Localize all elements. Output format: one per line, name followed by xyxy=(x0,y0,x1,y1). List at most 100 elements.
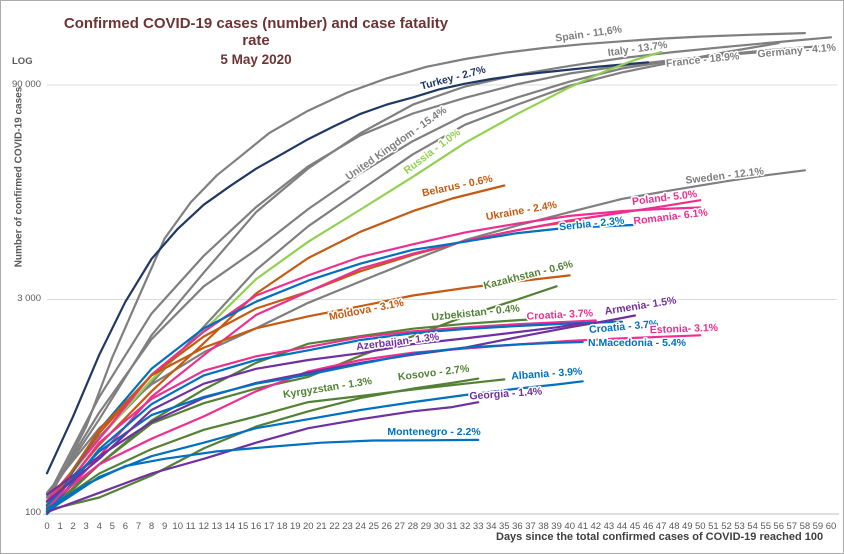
series-line-ukraine xyxy=(45,218,584,508)
chart-date: 5 May 2020 xyxy=(220,52,292,67)
x-tick-label-56: 56 xyxy=(773,521,784,532)
x-tick-label-47: 47 xyxy=(656,521,667,532)
y-tick-100: 100 xyxy=(25,507,41,518)
x-tick-label-26: 26 xyxy=(381,521,392,532)
x-tick-label-39: 39 xyxy=(551,521,562,532)
x-tick-label-32: 32 xyxy=(460,521,471,532)
series-line-azerbaijan xyxy=(45,322,584,503)
x-tick-label-6: 6 xyxy=(123,521,128,532)
series-line-georgia xyxy=(45,401,480,514)
series-label-estonia: Estonia- 3.1% xyxy=(650,322,719,336)
x-tick-label-7: 7 xyxy=(136,521,141,532)
x-tick-label-12: 12 xyxy=(199,521,210,532)
x-tick-label-11: 11 xyxy=(186,521,196,532)
x-tick-label-51: 51 xyxy=(708,521,719,532)
x-tick-label-30: 30 xyxy=(434,521,445,532)
x-tick-label-40: 40 xyxy=(564,521,575,532)
series-line-n-macedonia xyxy=(45,340,584,507)
x-tick-label-36: 36 xyxy=(512,521,523,532)
series-line-italy xyxy=(45,36,833,499)
series-line-romania xyxy=(45,206,702,502)
series-line-poland xyxy=(45,199,702,513)
series-line-albania xyxy=(45,380,584,513)
x-tick-label-27: 27 xyxy=(395,521,406,532)
chart-title-block: Confirmed COVID-19 cases (number) and ca… xyxy=(56,15,456,67)
x-tick-label-4: 4 xyxy=(97,521,102,532)
series-label-n-macedonia: N.Macedonia - 5.4% xyxy=(588,337,687,349)
x-tick-label-23: 23 xyxy=(342,521,353,532)
series-line-croatia-pink xyxy=(45,319,597,512)
x-tick-label-59: 59 xyxy=(813,521,824,532)
x-tick-label-2: 2 xyxy=(70,521,75,532)
series-label-croatia-pink: Croatia- 3.7% xyxy=(526,307,594,322)
x-tick-label-44: 44 xyxy=(617,521,628,532)
series-line-germany xyxy=(45,48,793,499)
series-line-estonia xyxy=(45,334,702,507)
series-line-belarus xyxy=(45,184,506,510)
x-tick-label-55: 55 xyxy=(760,521,771,532)
x-tick-label-24: 24 xyxy=(355,521,366,532)
x-tick-label-0: 0 xyxy=(44,521,49,532)
log-scale-label: LOG xyxy=(12,56,33,67)
series-label-kosovo: Kosovo - 2.7% xyxy=(397,363,470,384)
x-tick-label-15: 15 xyxy=(238,521,249,532)
series-label-serbia: Serbia - 2.3% xyxy=(559,215,626,234)
series-line-montenegro xyxy=(45,438,480,510)
x-tick-label-1: 1 xyxy=(57,521,62,532)
x-tick-label-35: 35 xyxy=(499,521,510,532)
series-label-armenia: Armenia- 1.5% xyxy=(604,294,678,317)
y-tick-90000: 90 000 xyxy=(11,79,41,90)
x-tick-label-22: 22 xyxy=(329,521,340,532)
x-axis-title: Days since the total confirmed cases of … xyxy=(496,531,824,543)
series-line-spain xyxy=(45,31,807,504)
series-line-croatia-blue xyxy=(45,320,624,516)
x-tick-label-5: 5 xyxy=(110,521,115,532)
chart-title: Confirmed COVID-19 cases (number) and ca… xyxy=(63,15,449,49)
x-tick-label-33: 33 xyxy=(473,521,484,532)
series-line-moldova xyxy=(45,274,571,510)
x-tick-label-42: 42 xyxy=(591,521,602,532)
x-tick-label-10: 10 xyxy=(172,521,183,532)
series-label-albania: Albania - 3.9% xyxy=(511,365,584,382)
x-tick-label-28: 28 xyxy=(408,521,419,532)
x-tick-label-19: 19 xyxy=(290,521,301,532)
x-tick-label-60: 60 xyxy=(826,521,837,532)
x-tick-label-53: 53 xyxy=(734,521,745,532)
x-tick-label-57: 57 xyxy=(787,521,798,532)
x-tick-label-38: 38 xyxy=(538,521,549,532)
x-tick-label-41: 41 xyxy=(577,521,588,532)
series-label-belarus: Belarus - 0.6% xyxy=(421,173,494,200)
x-tick-label-20: 20 xyxy=(303,521,314,532)
x-tick-label-17: 17 xyxy=(264,521,275,532)
x-tick-label-31: 31 xyxy=(447,521,458,532)
x-tick-label-50: 50 xyxy=(695,521,706,532)
series-line-uzbekistan xyxy=(45,318,532,513)
series-label-sweden: Sweden - 12.1% xyxy=(685,165,765,187)
x-tick-label-3: 3 xyxy=(84,521,89,532)
x-tick-label-34: 34 xyxy=(486,521,497,532)
x-tick-label-43: 43 xyxy=(604,521,615,532)
y-tick-3000: 3 000 xyxy=(17,293,41,304)
x-tick-label-21: 21 xyxy=(316,521,327,532)
x-tick-label-37: 37 xyxy=(525,521,536,532)
x-tick-label-48: 48 xyxy=(669,521,680,532)
series-line-kosovo xyxy=(45,377,480,512)
series-line-kyrgyzstan xyxy=(45,378,506,511)
series-label-turkey: Turkey - 2.7% xyxy=(419,63,487,92)
x-tick-label-18: 18 xyxy=(277,521,288,532)
series-label-france: France - 18.9% xyxy=(665,50,740,70)
series-label-moldova: Moldova - 3.1% xyxy=(328,297,405,323)
x-tick-label-16: 16 xyxy=(251,521,262,532)
x-tick-label-29: 29 xyxy=(421,521,432,532)
series-line-kazakhstan xyxy=(45,285,558,516)
x-tick-label-58: 58 xyxy=(800,521,811,532)
x-tick-label-54: 54 xyxy=(747,521,758,532)
series-label-montenegro: Montenegro - 2.2% xyxy=(387,426,481,438)
x-tick-label-8: 8 xyxy=(149,521,154,532)
x-tick-label-45: 45 xyxy=(630,521,641,532)
series-line-turkey xyxy=(45,61,650,475)
series-label-kazakhstan: Kazakhstan - 0.6% xyxy=(482,258,574,292)
x-tick-label-14: 14 xyxy=(225,521,236,532)
